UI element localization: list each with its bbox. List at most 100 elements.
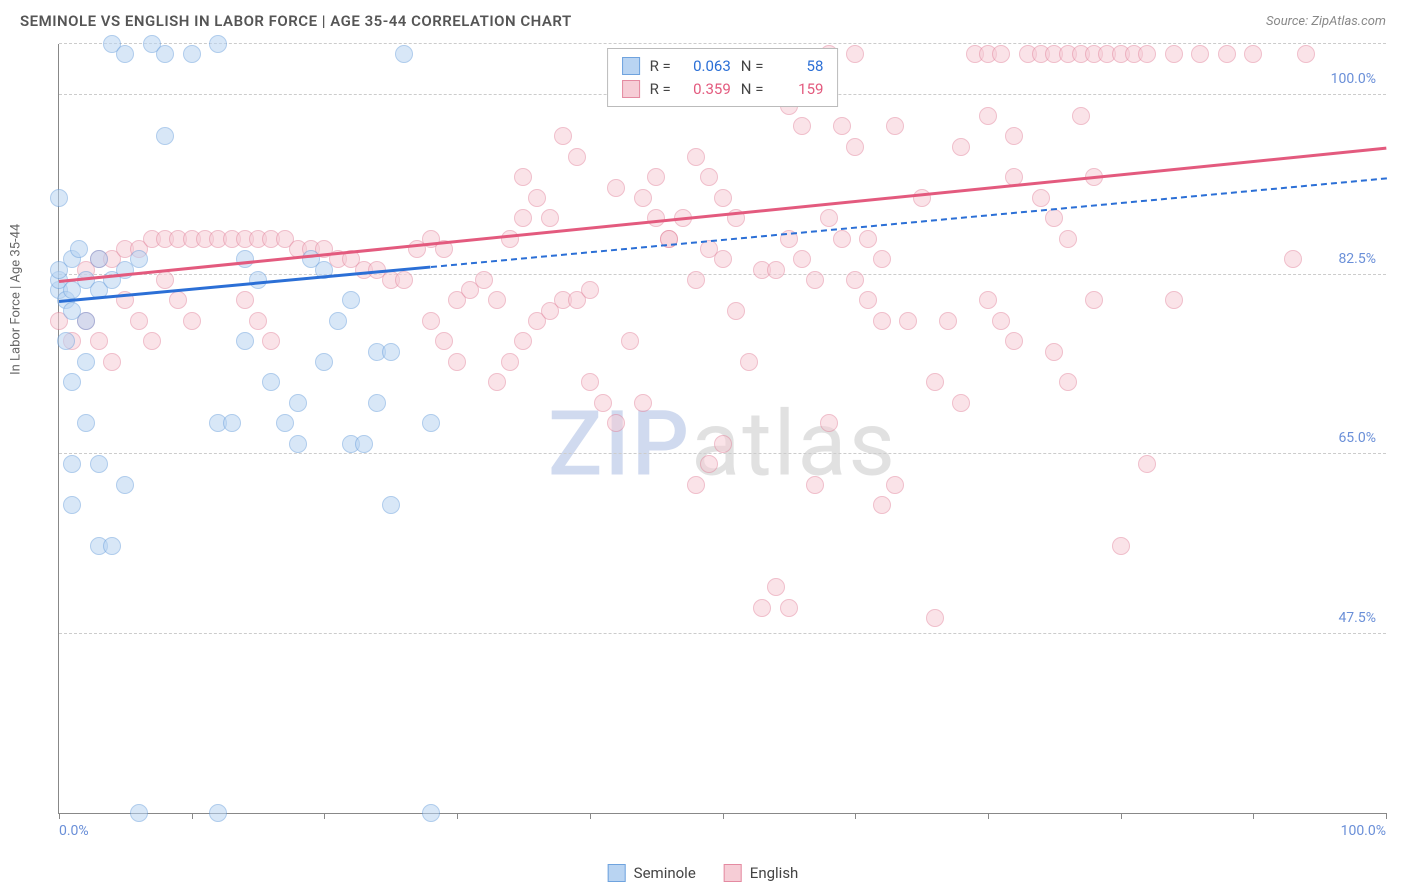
english-point — [820, 209, 838, 227]
english-point — [448, 353, 466, 371]
english-point — [183, 312, 201, 330]
english-point — [634, 394, 652, 412]
seminole-point — [342, 291, 360, 309]
english-legend-label: English — [750, 864, 799, 882]
seminole-point — [262, 373, 280, 391]
correlation-row-seminole: R = 0.063 N = 58 — [622, 55, 824, 78]
english-point — [568, 148, 586, 166]
r-label: R = — [650, 55, 671, 78]
english-point — [1005, 127, 1023, 145]
seminole-point — [63, 455, 81, 473]
english-point — [1032, 189, 1050, 207]
seminole-r-value: 0.063 — [681, 55, 731, 78]
english-point — [1244, 45, 1262, 63]
english-point — [1045, 209, 1063, 227]
english-point — [700, 455, 718, 473]
correlation-row-english: R = 0.359 N = 159 — [622, 78, 824, 101]
english-point — [1005, 332, 1023, 350]
n-label: N = — [741, 78, 764, 101]
seminole-point — [70, 240, 88, 258]
english-point — [767, 578, 785, 596]
seminole-point — [422, 804, 440, 822]
english-point — [607, 414, 625, 432]
chart-source: Source: ZipAtlas.com — [1266, 14, 1386, 29]
english-point — [714, 435, 732, 453]
seminole-point — [183, 45, 201, 63]
english-point — [820, 414, 838, 432]
chart-header: SEMINOLE VS ENGLISH IN LABOR FORCE | AGE… — [0, 0, 1406, 38]
seminole-point — [103, 537, 121, 555]
english-point — [1112, 537, 1130, 555]
seminole-point — [156, 45, 174, 63]
english-point — [647, 168, 665, 186]
english-point — [979, 291, 997, 309]
seminole-legend-swatch — [608, 864, 626, 882]
seminole-point — [209, 804, 227, 822]
english-point — [886, 476, 904, 494]
english-point — [979, 107, 997, 125]
english-point — [156, 271, 174, 289]
x-tick-label: 100.0% — [1341, 823, 1386, 839]
english-point — [581, 281, 599, 299]
english-point — [714, 250, 732, 268]
seminole-point — [77, 312, 95, 330]
english-point — [1059, 373, 1077, 391]
english-point — [806, 271, 824, 289]
n-label: N = — [741, 55, 764, 78]
seminole-point — [130, 250, 148, 268]
english-legend-swatch — [724, 864, 742, 882]
seminole-point — [276, 414, 294, 432]
english-point — [541, 209, 559, 227]
english-point — [1138, 455, 1156, 473]
y-axis-label: In Labor Force | Age 35-44 — [9, 224, 24, 375]
seminole-point — [355, 435, 373, 453]
english-point — [687, 476, 705, 494]
english-point — [806, 476, 824, 494]
english-point — [488, 373, 506, 391]
english-point — [501, 230, 519, 248]
seminole-point — [236, 250, 254, 268]
english-point — [501, 353, 519, 371]
english-point — [143, 332, 161, 350]
english-point — [700, 168, 718, 186]
english-point — [687, 148, 705, 166]
english-point — [939, 312, 957, 330]
english-point — [90, 332, 108, 350]
seminole-point — [382, 496, 400, 514]
english-point — [103, 353, 121, 371]
english-point — [528, 189, 546, 207]
english-point — [169, 291, 187, 309]
english-point — [1218, 45, 1236, 63]
seminole-point — [368, 394, 386, 412]
y-tick-label: 65.0% — [1336, 430, 1378, 446]
english-point — [435, 332, 453, 350]
english-point — [873, 250, 891, 268]
seminole-point — [90, 455, 108, 473]
english-point — [780, 599, 798, 617]
seminole-point — [329, 312, 347, 330]
english-point — [740, 353, 758, 371]
seminole-point — [77, 414, 95, 432]
english-point — [767, 261, 785, 279]
seminole-point — [57, 332, 75, 350]
english-point — [1165, 291, 1183, 309]
y-tick-label: 82.5% — [1336, 251, 1378, 267]
english-point — [952, 394, 970, 412]
english-point — [1165, 45, 1183, 63]
seminole-trendline-dashed — [430, 177, 1386, 268]
legend-item-seminole: Seminole — [608, 864, 696, 882]
seminole-point — [209, 35, 227, 53]
english-point — [926, 609, 944, 627]
english-point — [1138, 45, 1156, 63]
seminole-point — [236, 332, 254, 350]
chart-title: SEMINOLE VS ENGLISH IN LABOR FORCE | AGE… — [20, 12, 572, 30]
seminole-point — [395, 45, 413, 63]
correlation-legend: R = 0.063 N = 58 R = 0.359 N = 159 — [607, 48, 839, 107]
english-n-value: 159 — [773, 78, 823, 101]
english-point — [475, 271, 493, 289]
english-point — [634, 189, 652, 207]
english-point — [514, 332, 532, 350]
english-point — [714, 189, 732, 207]
english-point — [395, 271, 413, 289]
english-r-value: 0.359 — [681, 78, 731, 101]
